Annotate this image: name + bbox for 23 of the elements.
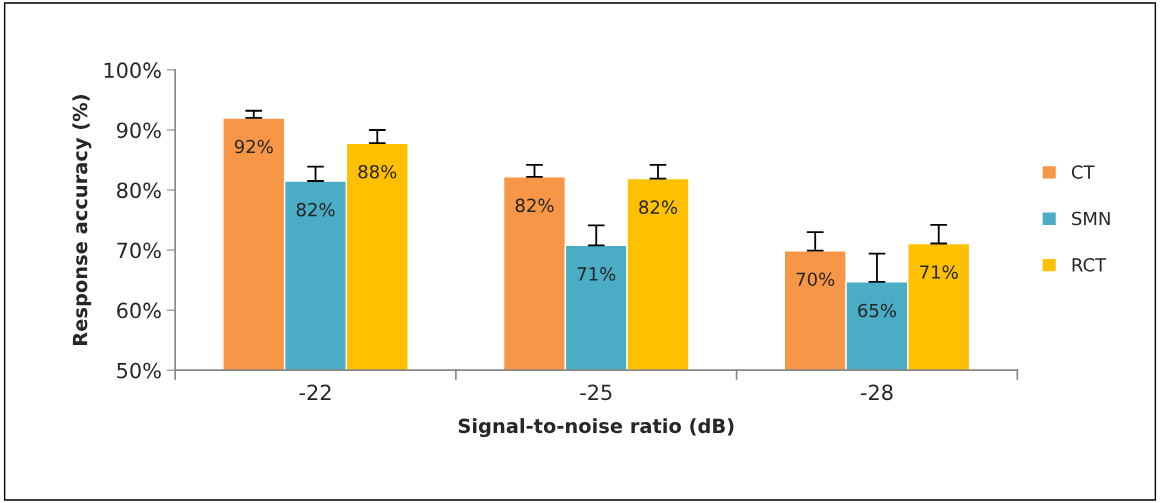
y-axis-title: Response accuracy (%) (72, 95, 92, 345)
data-label: 82% (639, 200, 678, 215)
y-tick-label: 90% (116, 122, 161, 139)
x-tick-label: -25 (580, 384, 612, 401)
data-label: 82% (515, 198, 554, 213)
x-tick-label: -28 (860, 384, 893, 401)
y-tick-label: 100% (104, 62, 161, 79)
legend-label: CT (1071, 165, 1095, 179)
data-label: 70% (796, 272, 835, 287)
y-tick-label: 80% (117, 182, 161, 199)
y-tick-label: 70% (117, 242, 161, 259)
legend-label: RCT (1072, 258, 1107, 272)
x-tick-label: -22 (299, 384, 331, 400)
data-label: 82% (296, 202, 335, 217)
y-tick-label: 50% (117, 362, 161, 379)
y-tick-label: 60% (117, 302, 161, 319)
data-label: 88% (358, 164, 397, 179)
data-label: 71% (920, 265, 958, 279)
x-axis-title: Signal-to-noise ratio (dB) (458, 418, 734, 438)
legend-label: SMN (1072, 211, 1110, 226)
data-label: 92% (234, 139, 273, 154)
data-label: 65% (858, 303, 897, 318)
data-label: 71% (577, 267, 616, 281)
